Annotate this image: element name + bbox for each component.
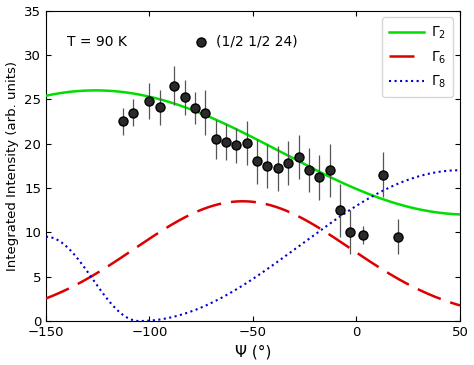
- X-axis label: Ψ (°): Ψ (°): [235, 345, 271, 360]
- Text: T = 90 K: T = 90 K: [67, 35, 127, 49]
- Legend: $\Gamma_2$, $\Gamma_6$, $\Gamma_8$: $\Gamma_2$, $\Gamma_6$, $\Gamma_8$: [382, 18, 453, 97]
- Y-axis label: Integrated Intensity (arb. units): Integrated Intensity (arb. units): [6, 61, 18, 271]
- Text: (1/2 1/2 24): (1/2 1/2 24): [216, 35, 297, 49]
